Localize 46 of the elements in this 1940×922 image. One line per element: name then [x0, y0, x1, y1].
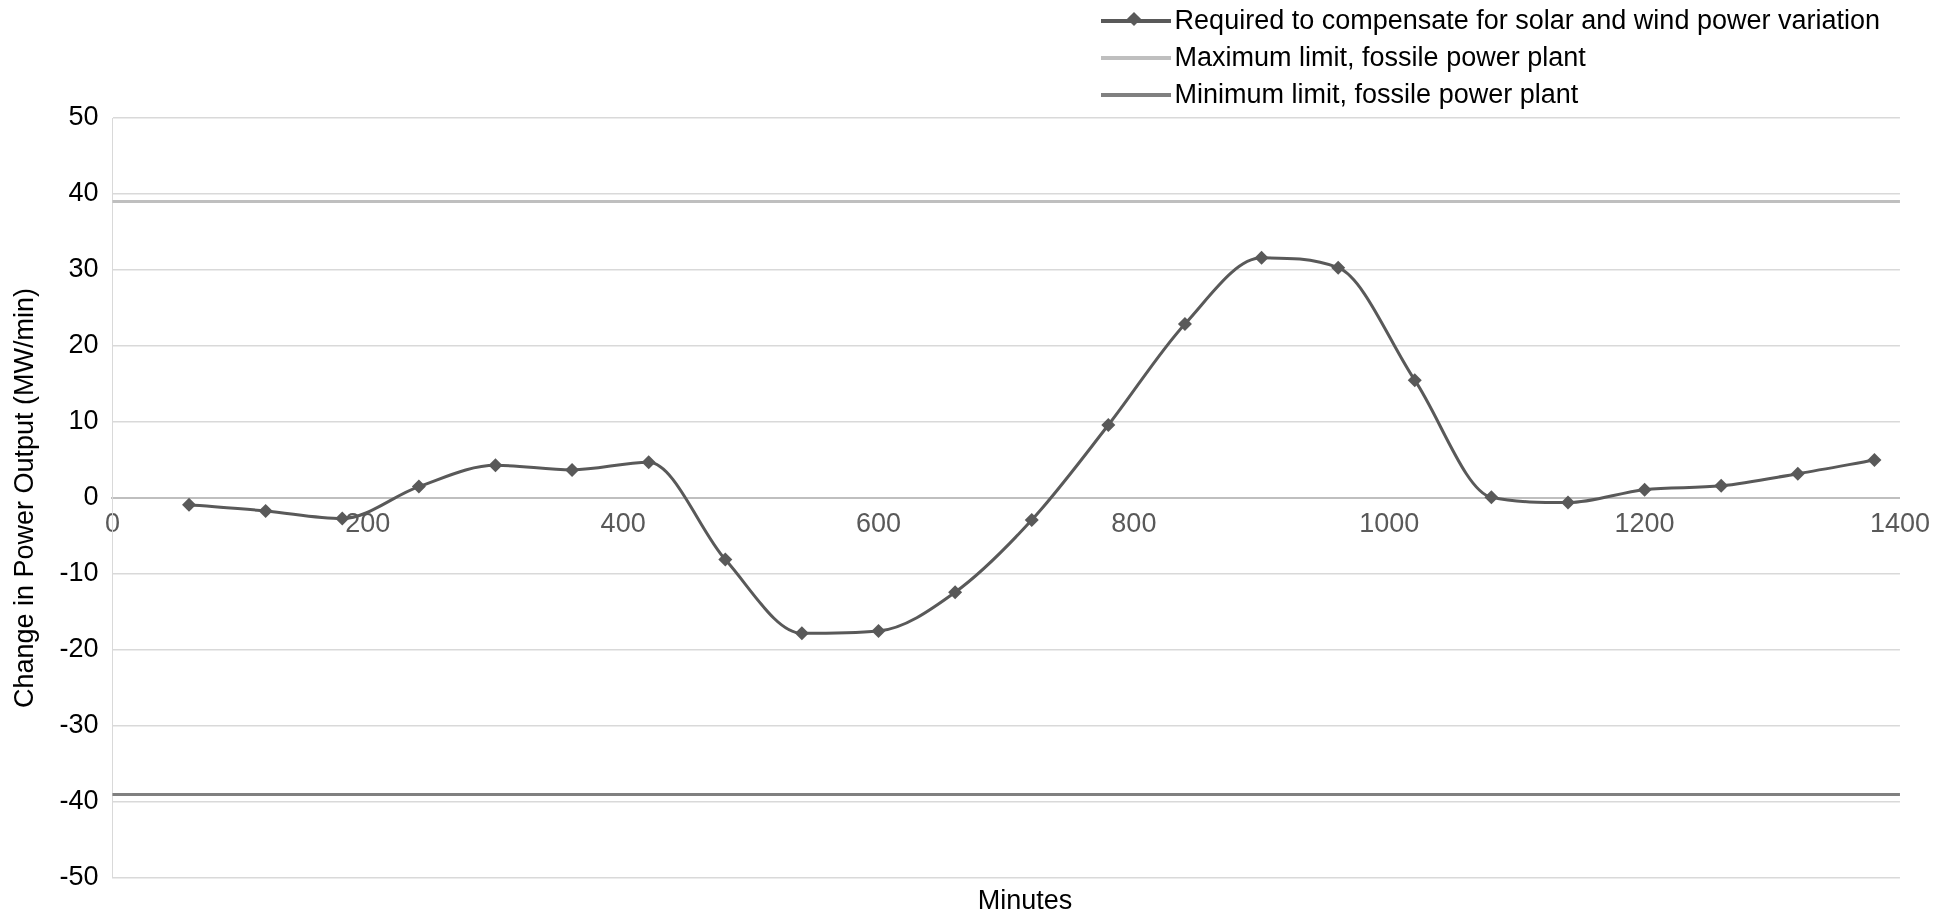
y-tick-label: 40	[68, 177, 99, 208]
point	[871, 624, 886, 638]
point	[948, 585, 963, 600]
x-tick-label: 1200	[1614, 507, 1675, 538]
y-tick-label: 30	[68, 253, 99, 284]
y-tick-label: 50	[68, 101, 99, 132]
point	[1101, 418, 1116, 433]
y-tick-label: -20	[59, 633, 99, 664]
y-tick-label: -10	[59, 557, 99, 588]
y-tick-label: -40	[59, 785, 99, 816]
point	[1024, 513, 1039, 528]
point	[258, 503, 273, 518]
y-axis-title: Change in Power Output (MW/min)	[8, 287, 39, 709]
point	[488, 458, 503, 473]
point	[182, 497, 197, 512]
y-tick-label: 10	[68, 405, 99, 436]
x-tick-label: 1400	[1869, 507, 1931, 538]
point	[1177, 316, 1192, 331]
x-tick-label: 0	[104, 507, 120, 538]
point	[565, 462, 580, 477]
point	[1714, 478, 1729, 493]
x-tick-label: 400	[600, 507, 646, 538]
point	[1867, 453, 1882, 467]
y-tick-label: 20	[68, 329, 99, 360]
legend-label: Minimum limit, fossile power plant	[1174, 79, 1579, 110]
y-tick-label: -30	[59, 709, 99, 740]
legend-label: Maximum limit, fossile power plant	[1174, 42, 1586, 73]
x-axis-title: Minutes	[977, 885, 1073, 915]
point	[1484, 490, 1499, 505]
x-tick-label: 800	[1111, 507, 1157, 538]
point	[1331, 260, 1346, 275]
point	[411, 479, 426, 494]
point	[718, 552, 733, 567]
point	[641, 455, 656, 470]
x-tick-label: 600	[855, 507, 902, 538]
x-tick-label: 1000	[1359, 507, 1420, 538]
y-tick-label: 0	[83, 481, 99, 512]
x-tick-label: 200	[345, 507, 391, 538]
legend-label: Required to compensate for solar and wind power variation	[1174, 5, 1880, 36]
point	[1637, 482, 1652, 497]
point	[1790, 466, 1805, 481]
point	[1254, 250, 1269, 265]
y-tick-label: -50	[59, 861, 99, 892]
point	[1407, 373, 1422, 388]
point	[1561, 495, 1575, 510]
point	[794, 626, 809, 641]
